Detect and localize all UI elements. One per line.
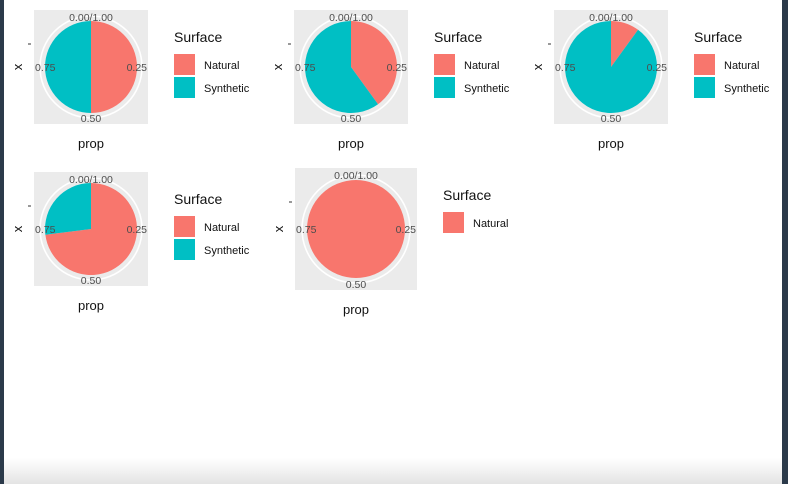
legend-key-synthetic [694,77,715,98]
angle-tick-label: 0.50 [81,113,102,125]
angle-tick-label: 0.75 [296,224,317,236]
x-axis-title: prop [338,136,364,151]
chart-svg: 0.00/1.00 0.25 0.50 0.75 prop x Surface Natural… [270,10,510,151]
legend-label: Natural [204,222,239,234]
angle-tick-label: 0.00/1.00 [69,12,113,24]
legend-key-natural [694,54,715,75]
pie-slice-natural [351,21,397,105]
pie-slice-natural [91,21,137,113]
angle-tick-label: 0.75 [35,62,56,74]
pie-slice-synthetic [45,183,91,235]
pie-slice-natural [611,21,639,67]
angle-tick-label: 0.75 [35,224,56,236]
pie-chart-5: 0.00/1.00 0.25 0.50 0.75 prop x Surface Natural [271,168,545,328]
pie-chart-2: 0.00/1.00 0.25 0.50 0.75 prop x Surface Natural… [270,10,544,170]
angle-tick-label: 0.00/1.00 [589,12,633,24]
angle-tick-label: 0.25 [387,62,408,74]
angle-tick-label: 0.50 [346,279,367,291]
legend-label: Natural [724,60,759,72]
y-axis-title: x [530,63,545,70]
angle-tick-label: 0.00/1.00 [334,170,378,182]
grid-ring [39,15,143,119]
chart-svg: 0.00/1.00 0.25 0.50 0.75 prop x Surface Natural… [10,172,250,313]
angle-tick-label: 0.00/1.00 [69,174,113,186]
angle-tick-label: 0.25 [396,224,417,236]
y-axis-title: x [10,63,25,70]
legend-label: Synthetic [204,245,250,257]
legend-label: Synthetic [204,83,250,95]
angle-tick-label: 0.25 [127,62,148,74]
y-axis-title: x [270,63,285,70]
plot-canvas: 0.00/1.00 0.25 0.50 0.75 prop x Surface Natural… [4,0,782,484]
pie-slice-synthetic [45,21,91,113]
legend-key-synthetic [174,239,195,260]
x-axis-title: prop [78,136,104,151]
legend-title: Surface [694,29,742,45]
angle-tick-label: 0.75 [295,62,316,74]
y-axis-title: x [271,225,286,232]
x-axis-title: prop [343,302,369,317]
legend-key-natural [443,212,464,233]
legend-key-natural [174,216,195,237]
grid-ring [559,15,663,119]
legend-title: Surface [443,187,491,203]
angle-tick-label: 0.25 [647,62,668,74]
legend-title: Surface [174,191,222,207]
legend-label: Natural [464,60,499,72]
chart-svg: 0.00/1.00 0.25 0.50 0.75 prop x Surface Natural… [530,10,770,151]
angle-tick-label: 0.75 [555,62,576,74]
angle-tick-label: 0.50 [341,113,362,125]
pie-slice-synthetic [305,21,379,114]
legend-key-natural [174,54,195,75]
pie-slice-synthetic [565,21,657,114]
legend-key-natural [434,54,455,75]
angle-tick-label: 0.50 [601,113,622,125]
chart-svg: 0.00/1.00 0.25 0.50 0.75 prop x Surface Natural [271,168,508,317]
angle-tick-label: 0.00/1.00 [329,12,373,24]
legend-title: Surface [174,29,222,45]
grid-ring [39,177,143,281]
chart-svg: 0.00/1.00 0.25 0.50 0.75 prop x Surface Natural… [10,10,250,151]
pie-slice-natural [45,183,137,275]
pie-chart-4: 0.00/1.00 0.25 0.50 0.75 prop x Surface Natural… [10,172,284,332]
legend-key-synthetic [434,77,455,98]
legend-label: Natural [204,60,239,72]
legend-key-synthetic [174,77,195,98]
x-axis-title: prop [78,298,104,313]
x-axis-title: prop [598,136,624,151]
bottom-shadow [4,458,782,484]
grid-ring [301,174,411,284]
angle-tick-label: 0.50 [81,275,102,287]
legend-label: Synthetic [724,83,770,95]
pie-chart-1: 0.00/1.00 0.25 0.50 0.75 prop x Surface Natural… [10,10,284,170]
y-axis-title: x [10,225,25,232]
pie-chart-3: 0.00/1.00 0.25 0.50 0.75 prop x Surface Natural… [530,10,788,170]
pie-slice-natural [307,180,405,278]
grid-ring [299,15,403,119]
legend-label: Synthetic [464,83,510,95]
legend-title: Surface [434,29,482,45]
legend-label: Natural [473,218,508,230]
angle-tick-label: 0.25 [127,224,148,236]
